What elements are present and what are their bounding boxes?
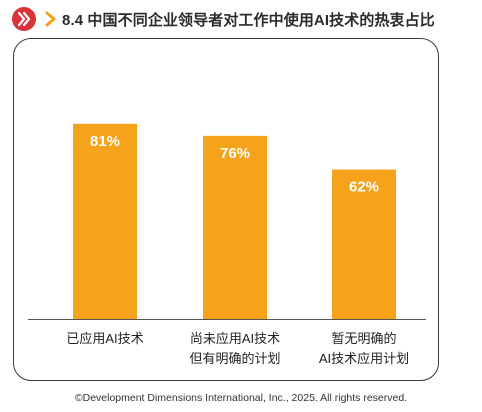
bar-chart: 81% 已应用AI技术 76% 尚未应用AI技术但有明确的计划 62% 暂无明确的 AI技术… [28,123,426,366]
bar-3 [332,169,396,319]
chart-card: 81% 已应用AI技术 76% 尚未应用AI技术但有明确的计划 62% 暂无明确的 AI技术… [13,38,439,381]
header: 8.4 中国不同企业领导者对工作中使用AI技术的热衷占比 [12,6,435,32]
bar-2 [203,135,267,319]
data-label-3: 62% [349,179,379,196]
category-label-1: 已应用AI技术 [66,331,143,346]
brand-logo-icon [12,7,36,31]
category-label-3: 暂无明确的 AI技术应用计划 [319,331,409,366]
data-label-1: 81% [90,133,120,150]
chart-title: 8.4 中国不同企业领导者对工作中使用AI技术的热衷占比 [62,11,435,29]
chevron-right-icon [45,11,56,27]
bar-1 [73,123,137,319]
category-label-2: 尚未应用AI技术但有明确的计划 [189,331,280,366]
copyright-footer: ©Development Dimensions International, I… [74,392,408,404]
data-label-2: 76% [220,145,250,162]
